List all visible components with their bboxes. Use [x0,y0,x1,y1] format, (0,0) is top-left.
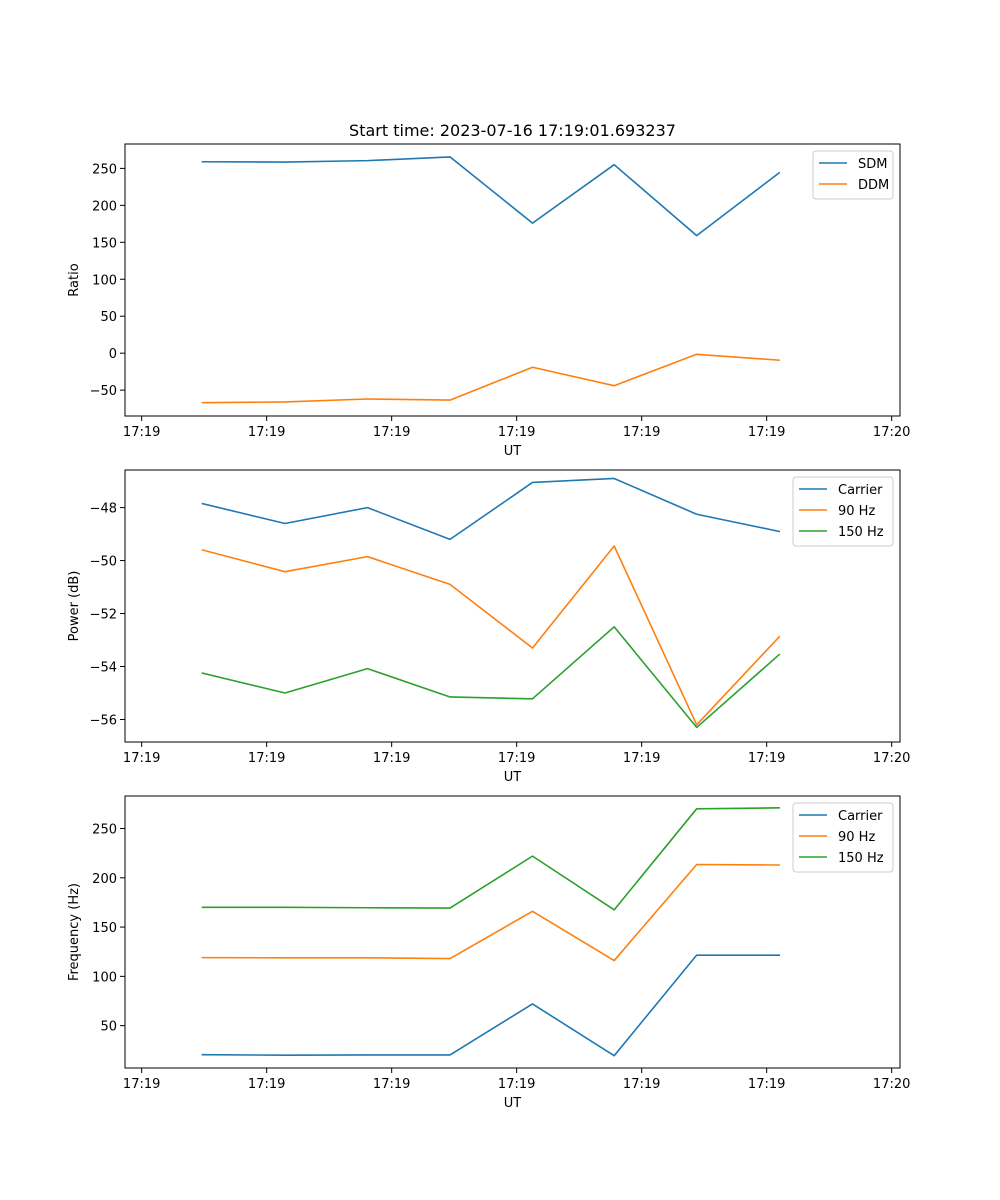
y-tick-label: −50 [90,384,117,399]
series-line-carrier [201,477,781,541]
panel-2: 17:19 17:19 17:19 17:19 17:19 17:19 17:20 −56 −5… [67,469,910,785]
series-line-sdm [201,156,781,237]
axes-frame [124,469,901,743]
x-tick-label: 17:20 [873,751,910,766]
x-tick-label: 17:19 [248,425,285,440]
x-tick-label: 17:19 [123,751,160,766]
y-tick-label: 50 [100,310,117,325]
legend-label: SDM [858,157,887,172]
x-tick-label: 17:19 [748,751,785,766]
x-tick-label: 17:19 [623,1077,660,1092]
y-axis-label: Ratio [67,263,82,296]
x-tick-label: 17:19 [498,751,535,766]
x-tick-label: 17:20 [873,1077,910,1092]
y-tick-label: 150 [92,921,117,936]
x-tick-label: 17:19 [373,425,410,440]
legend: Carrier 90 Hz 150 Hz [792,476,894,547]
legend: Carrier 90 Hz 150 Hz [792,802,894,873]
series-line-90-hz [201,545,781,726]
axes-frame [124,795,901,1069]
legend-label: 150 Hz [838,525,884,540]
x-tick-label: 17:19 [748,425,785,440]
x-tick-label: 17:19 [373,1077,410,1092]
legend-label: 90 Hz [838,830,875,845]
series-line-150-hz [201,807,780,911]
x-tick-label: 17:19 [623,425,660,440]
y-tick-label: 200 [92,199,117,214]
x-tick-label: 17:19 [123,1077,160,1092]
x-tick-label: 17:19 [248,751,285,766]
panel-3: 17:19 17:19 17:19 17:19 17:19 17:19 17:20 50 100… [67,795,910,1111]
series-line-ddm [201,353,781,404]
y-tick-label: 100 [92,273,117,288]
axes-frame [124,143,901,417]
y-tick-label: 50 [100,1020,117,1035]
x-tick-label: 17:20 [873,425,910,440]
x-tick-label: 17:19 [748,1077,785,1092]
legend-label: Carrier [838,483,883,498]
legend: SDM DDM [812,150,894,200]
legend-label: DDM [858,178,889,193]
y-tick-label: −56 [90,713,117,728]
legend-box [792,476,894,547]
series-line-90-hz [201,863,780,962]
x-axis-label: UT [504,444,522,459]
y-tick-label: 200 [92,872,117,887]
x-axis-label: UT [504,770,522,785]
x-tick-label: 17:19 [498,425,535,440]
figure-title: Start time: 2023-07-16 17:19:01.693237 [349,121,676,140]
x-tick-label: 17:19 [123,425,160,440]
y-tick-label: 100 [92,970,117,985]
x-axis-label: UT [504,1096,522,1111]
legend-box [792,802,894,873]
y-tick-label: 250 [92,823,117,838]
y-axis-label: Power (dB) [67,571,82,642]
legend-label: 150 Hz [838,851,884,866]
y-tick-label: −48 [90,502,117,517]
y-tick-label: −54 [90,661,117,676]
series-line-150-hz [201,625,781,729]
x-tick-label: 17:19 [248,1077,285,1092]
legend-label: Carrier [838,809,883,824]
y-tick-label: 250 [92,162,117,177]
y-tick-label: 150 [92,236,117,251]
y-tick-label: 0 [109,347,117,362]
series-line-carrier [201,954,780,1057]
y-tick-label: −50 [90,555,117,570]
x-tick-label: 17:19 [623,751,660,766]
x-tick-label: 17:19 [373,751,410,766]
legend-label: 90 Hz [838,504,875,519]
y-axis-label: Frequency (Hz) [67,883,82,981]
y-tick-label: −52 [90,608,117,623]
x-tick-label: 17:19 [498,1077,535,1092]
panel-1: 17:19 17:19 17:19 17:19 17:19 17:19 17:20 −50 0 5… [67,143,910,459]
